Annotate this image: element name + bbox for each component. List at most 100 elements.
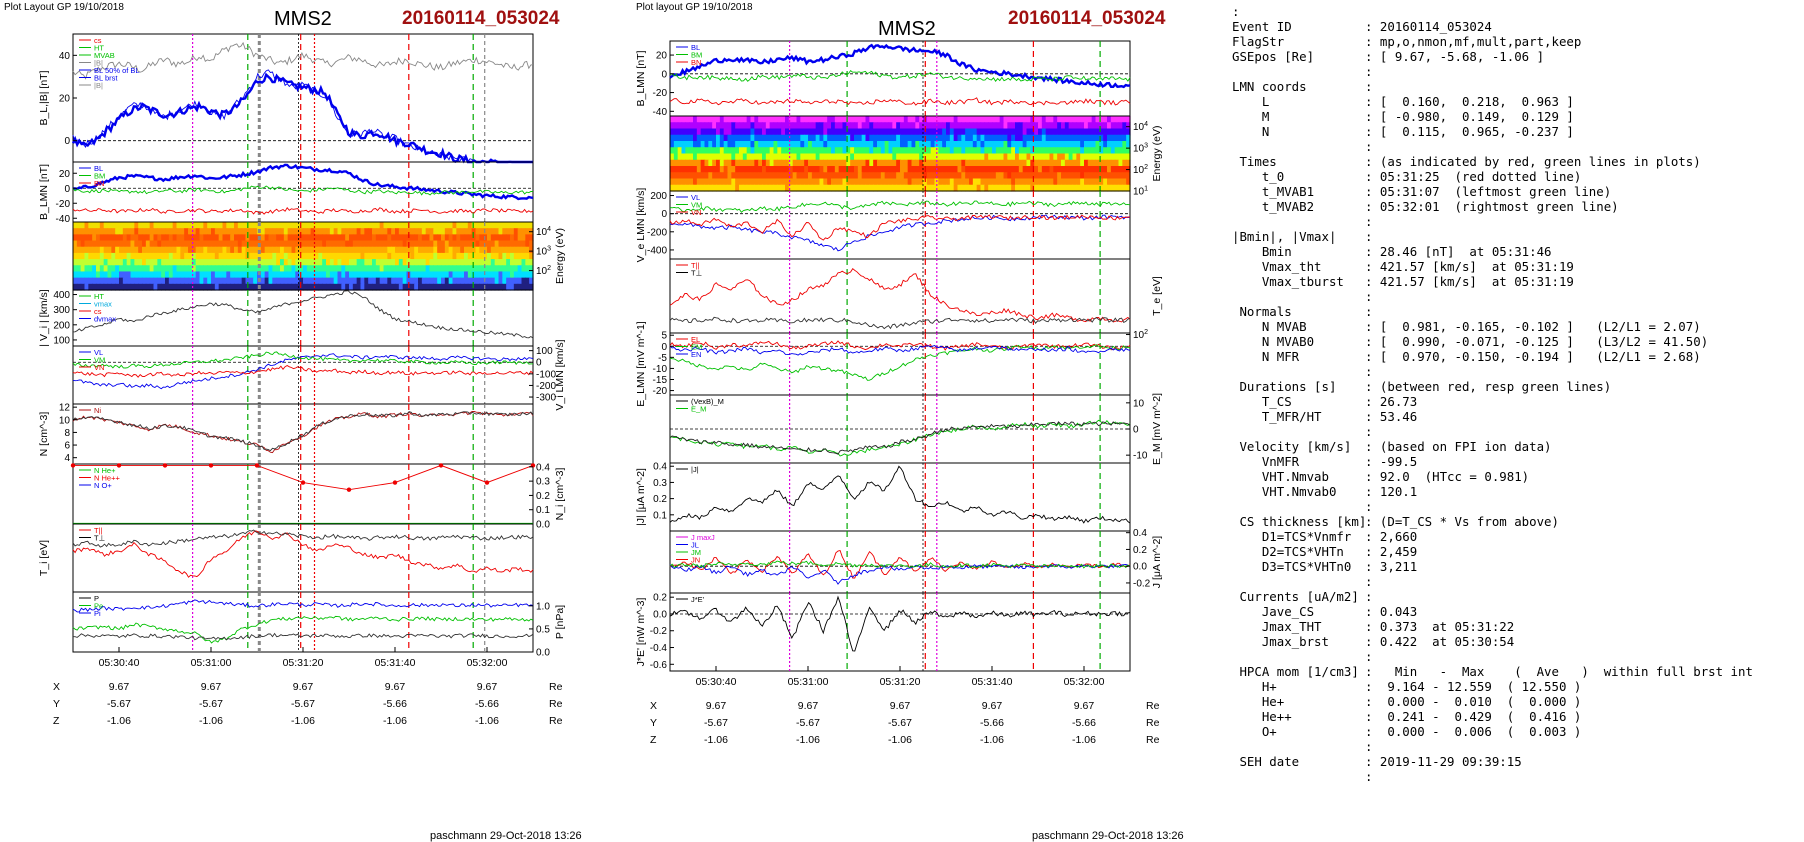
spectrogram-cell — [857, 141, 863, 148]
spectrogram-cell — [226, 259, 231, 266]
spectrogram-cell — [854, 166, 859, 173]
spectrogram-cell — [1034, 178, 1039, 186]
spectrogram-cell — [280, 283, 285, 291]
spectrogram-cell — [464, 283, 469, 291]
spectrogram-cell — [448, 228, 454, 235]
spectrogram-cell — [735, 184, 740, 192]
spectrogram-cell — [723, 141, 729, 148]
spectrogram-cell — [984, 134, 989, 142]
spectrogram-cell — [727, 141, 732, 148]
spectrogram-cell — [1126, 159, 1131, 167]
spectrogram-cell — [513, 252, 519, 260]
spectrogram-cell — [218, 222, 224, 229]
spectrogram-cell — [857, 147, 863, 155]
spectrogram-cell — [295, 259, 300, 266]
x-tick-label: 05:31:40 — [972, 676, 1013, 688]
spectrogram-cell — [199, 265, 204, 273]
spectrogram-cell — [896, 134, 901, 142]
spectrogram-cell — [1030, 128, 1035, 136]
spectrogram-cell — [475, 228, 480, 235]
spectrogram-cell — [291, 252, 296, 260]
spectrogram-cell — [479, 265, 484, 273]
spectrogram-cell — [727, 178, 732, 186]
spectrogram-cell — [926, 147, 932, 155]
x-tick-label: 05:32:00 — [1064, 676, 1105, 688]
spectrogram-cell — [946, 147, 951, 155]
spectrogram-cell — [704, 141, 709, 148]
spectrogram-cell — [291, 228, 296, 235]
spectrogram-cell — [1018, 116, 1024, 123]
spectrogram-cell — [441, 271, 446, 279]
spectrogram-cell — [1072, 141, 1077, 148]
spectrogram-cell — [387, 283, 392, 291]
spectrogram-cell — [130, 265, 135, 273]
spectrogram-cell — [846, 166, 851, 173]
spectrogram-cell — [946, 141, 951, 148]
spectrogram-cell — [988, 172, 993, 180]
spectrogram-cell — [425, 283, 431, 291]
spectrogram-cell — [1114, 147, 1120, 155]
spectrogram-cell — [746, 116, 752, 123]
spectrogram-cell — [788, 147, 794, 155]
spectrogram-cell — [402, 283, 408, 291]
spectrogram-cell — [777, 159, 782, 167]
spectrogram-cell — [953, 128, 959, 136]
spectrogram-cell — [1064, 166, 1070, 173]
spectrogram-cell — [510, 252, 515, 260]
spectrogram-cell — [1084, 128, 1089, 136]
spectrogram-cell — [831, 147, 836, 155]
spectrogram-cell — [689, 184, 694, 192]
tick-label: 6 — [64, 441, 70, 452]
spectrogram-cell — [506, 271, 511, 279]
spectrogram-cell — [777, 141, 782, 148]
position-value: -5.66 — [980, 717, 1004, 729]
spectrogram-cell — [1064, 128, 1070, 136]
spectrogram-cell — [1038, 172, 1043, 180]
spectrogram-cell — [670, 166, 675, 173]
legend-label: VM — [94, 356, 105, 365]
spectrogram-cell — [792, 116, 798, 123]
spectrogram-cell — [831, 141, 836, 148]
info-value: : 421.57 [km/s] at 05:31:19 — [1365, 274, 1574, 289]
spectrogram-cell — [1084, 141, 1089, 148]
spectrogram-cell — [272, 259, 277, 266]
spectrogram-cell — [689, 166, 694, 173]
spectrogram-cell — [168, 265, 174, 273]
spectrogram-cell — [700, 178, 706, 186]
info-value: : 28.46 [nT] at 05:31:46 — [1365, 244, 1552, 259]
spectrogram-cell — [681, 184, 686, 192]
spectrogram-cell — [176, 240, 181, 248]
spectrogram-cell — [727, 159, 732, 167]
tick-label: -40 — [653, 107, 668, 118]
spectrogram-cell — [368, 252, 373, 260]
spectrogram-cell — [1018, 153, 1024, 161]
spectrogram-cell — [723, 184, 729, 192]
spectrogram-cell — [529, 240, 534, 248]
spectrogram-cell — [364, 222, 369, 229]
y-axis-label: E_LMN [mV m^-1] — [635, 321, 647, 407]
spectrogram-cell — [1107, 134, 1112, 142]
spectrogram-cell — [329, 222, 335, 229]
spectrogram-cell — [165, 246, 170, 254]
spectrogram-cell — [260, 277, 266, 285]
spectrogram-cell — [949, 184, 955, 192]
spectrogram-cell — [249, 252, 254, 260]
spectrogram-cell — [283, 283, 289, 291]
spectrogram-cell — [333, 252, 339, 260]
spectrogram-cell — [395, 246, 400, 254]
spectrogram-cell — [831, 166, 836, 173]
spectrogram-cell — [769, 122, 775, 130]
spectrogram-cell — [731, 141, 736, 148]
spectrogram-cell — [138, 265, 143, 273]
spectrogram-cell — [529, 222, 534, 229]
spectrogram-cell — [861, 178, 867, 186]
spectrogram-cell — [988, 141, 993, 148]
spectrogram-cell — [402, 240, 408, 248]
spectrogram-cell — [421, 265, 427, 273]
spectrogram-cell — [1026, 178, 1031, 186]
position-row-label: Y — [53, 698, 60, 710]
spectrogram-cell — [161, 277, 166, 285]
spectrogram-cell — [1038, 147, 1043, 155]
spectrogram-cell — [329, 252, 335, 260]
